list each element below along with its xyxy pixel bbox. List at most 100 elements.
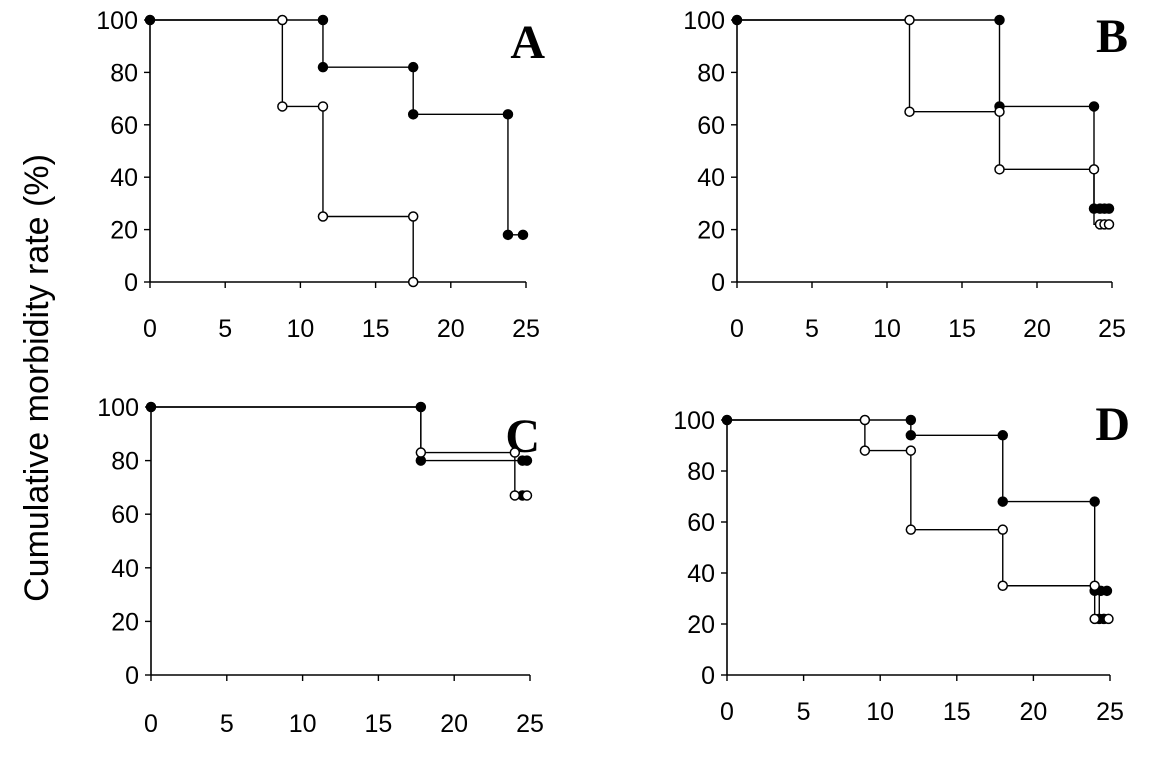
y-tick-label: 60 xyxy=(687,509,715,537)
data-point-open xyxy=(317,211,329,222)
y-tick-label: 60 xyxy=(111,501,139,529)
y-tick-label: 100 xyxy=(97,394,139,422)
x-tick-label: 10 xyxy=(866,698,894,726)
y-tick-label: 100 xyxy=(96,7,138,35)
data-point-open xyxy=(509,490,521,501)
x-tick-label: 10 xyxy=(286,315,314,343)
y-tick-label: 20 xyxy=(687,611,715,639)
data-point-open xyxy=(1088,164,1100,175)
x-tick-label: 25 xyxy=(1098,315,1126,343)
series-filled-line xyxy=(150,19,523,236)
data-point-filled xyxy=(145,401,157,413)
data-point-filled xyxy=(502,229,514,241)
x-tick-label: 0 xyxy=(144,710,158,738)
data-point-open xyxy=(904,106,915,117)
x-tick-label: 20 xyxy=(1019,698,1047,726)
panel-letter: A xyxy=(510,16,545,69)
data-point-filled xyxy=(994,14,1005,26)
data-point-filled xyxy=(317,61,329,73)
panel-d: 0 5 10 15 20 25 0 20 40 60 80 100 D xyxy=(673,398,1130,726)
data-point-open xyxy=(1089,580,1100,591)
y-tick-label: 20 xyxy=(697,217,725,245)
y-tick-label: 80 xyxy=(111,448,139,476)
series-open-line xyxy=(151,406,527,497)
series-filled-line xyxy=(737,19,1109,210)
x-tick-label: 20 xyxy=(440,710,468,738)
x-tick-label: 5 xyxy=(218,315,232,343)
data-point-open xyxy=(997,524,1009,535)
y-tick-label: 0 xyxy=(124,269,138,297)
data-point-open xyxy=(277,101,288,112)
data-point-filled xyxy=(731,14,743,26)
data-point-open xyxy=(997,580,1009,591)
y-tick-label: 80 xyxy=(687,458,715,486)
panel-letter: D xyxy=(1095,398,1130,451)
y-tick-label: 40 xyxy=(687,560,715,588)
y-tick-label: 100 xyxy=(673,407,715,435)
x-tick-label: 25 xyxy=(512,315,540,343)
x-tick-label: 15 xyxy=(364,710,392,738)
data-point-open xyxy=(407,211,419,222)
y-tick-label: 20 xyxy=(111,608,139,636)
y-tick-label: 40 xyxy=(111,555,139,583)
y-tick-label: 40 xyxy=(110,164,138,192)
x-tick-label: 0 xyxy=(143,315,157,343)
data-point-open xyxy=(509,447,521,458)
series-open-line xyxy=(737,19,1109,226)
data-point-filled xyxy=(1103,203,1115,214)
data-point-open xyxy=(415,447,427,458)
data-point-filled xyxy=(521,455,533,466)
data-point-open xyxy=(994,106,1005,117)
data-point-filled xyxy=(1089,496,1100,507)
data-point-open xyxy=(905,445,917,456)
x-tick-label: 15 xyxy=(943,698,971,726)
y-axis-label: Cumulative morbidity rate (%) xyxy=(18,154,56,602)
series-open-line xyxy=(150,19,414,282)
y-tick-label: 80 xyxy=(697,59,725,87)
x-tick-label: 20 xyxy=(1023,315,1051,343)
y-tick-label: 0 xyxy=(125,662,139,690)
y-tick-label: 0 xyxy=(711,269,725,297)
data-point-filled xyxy=(317,14,329,26)
data-point-filled xyxy=(144,14,156,26)
series-filled-line xyxy=(727,419,1107,620)
data-point-open xyxy=(1103,219,1115,230)
data-point-open xyxy=(905,524,917,535)
data-point-open xyxy=(521,490,533,501)
data-point-open xyxy=(859,445,871,456)
y-tick-label: 60 xyxy=(697,112,725,140)
data-point-filled xyxy=(1101,585,1113,597)
data-point-filled xyxy=(407,109,419,120)
x-tick-label: 5 xyxy=(805,315,819,343)
x-tick-label: 5 xyxy=(797,698,811,726)
y-tick-label: 100 xyxy=(683,7,725,35)
x-tick-label: 10 xyxy=(873,315,901,343)
data-point-filled xyxy=(415,401,427,413)
y-tick-label: 60 xyxy=(110,112,138,140)
data-point-open xyxy=(1089,613,1100,625)
data-point-open xyxy=(317,101,329,112)
x-tick-label: 10 xyxy=(289,710,317,738)
y-tick-label: 80 xyxy=(110,59,138,87)
data-point-filled xyxy=(517,229,529,241)
data-point-filled xyxy=(721,414,733,426)
x-tick-label: 15 xyxy=(362,315,390,343)
data-point-open xyxy=(277,14,288,26)
series-open-line xyxy=(727,419,1109,620)
data-point-filled xyxy=(997,496,1009,507)
y-tick-label: 20 xyxy=(110,217,138,245)
data-point-open xyxy=(859,414,871,426)
x-tick-label: 5 xyxy=(220,710,234,738)
data-point-open xyxy=(904,14,915,26)
data-point-open xyxy=(407,276,419,288)
panel-b: 0 5 10 15 20 25 0 20 40 60 80 100 B xyxy=(683,7,1128,343)
x-tick-label: 15 xyxy=(948,315,976,343)
x-tick-label: 25 xyxy=(1096,698,1124,726)
panel-a: 0 5 10 15 20 25 0 20 40 60 80 100 A xyxy=(96,7,545,343)
data-point-open xyxy=(994,164,1005,175)
x-tick-label: 20 xyxy=(437,315,465,343)
data-point-filled xyxy=(1088,101,1100,112)
data-point-open xyxy=(1103,613,1114,625)
